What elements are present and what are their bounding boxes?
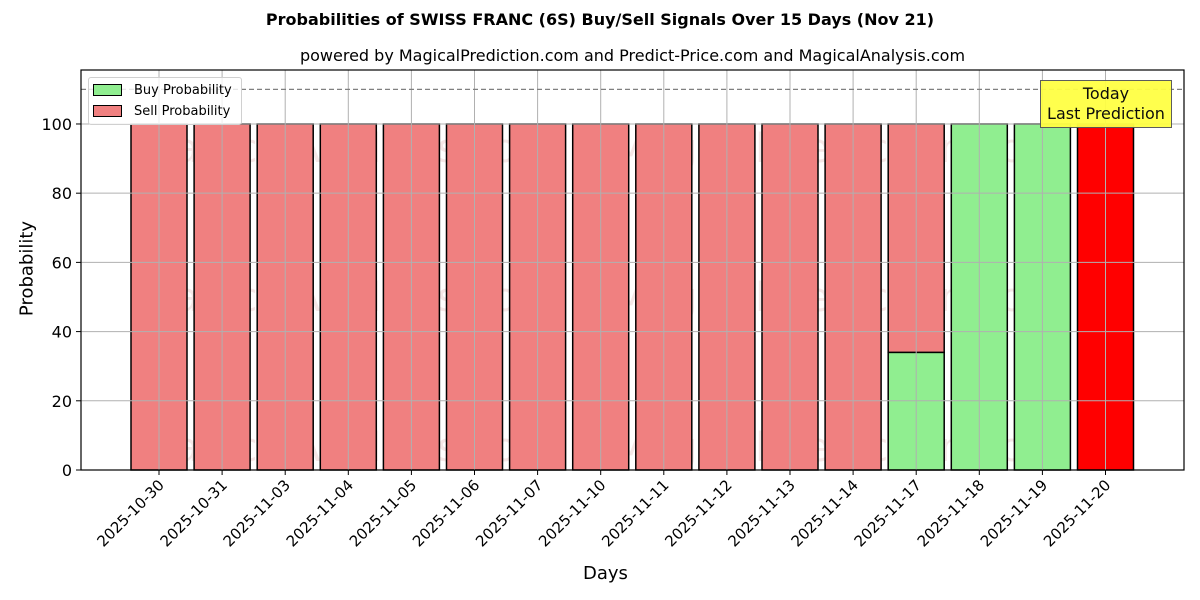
x-tick-label: 2025-11-20: [1040, 476, 1114, 550]
chart-subtitle: powered by MagicalPrediction.com and Pre…: [299, 46, 966, 65]
x-tick-label: 2025-11-07: [472, 476, 546, 550]
y-tick-label: 40: [52, 323, 72, 342]
legend-item-buy: Buy Probability: [93, 82, 232, 98]
buy-swatch-icon: [93, 84, 122, 96]
x-tick-label: 2025-11-11: [598, 476, 672, 550]
y-tick-label: 80: [52, 184, 72, 203]
legend-buy-label: Buy Probability: [134, 82, 232, 98]
y-tick-label: 60: [52, 253, 72, 272]
x-tick-label: 2025-11-13: [724, 476, 798, 550]
axes-frame: [80, 69, 1185, 471]
x-tick-label: 2025-11-03: [220, 476, 294, 550]
x-tick-label: 2025-11-14: [788, 476, 862, 550]
chart-title: Probabilities of SWISS FRANC (6S) Buy/Se…: [265, 10, 935, 29]
y-tick-label: 100: [41, 115, 72, 134]
sell-swatch-icon: [93, 105, 122, 117]
x-tick-label: 2025-11-06: [409, 476, 483, 550]
y-tick-label: 0: [62, 461, 72, 480]
x-tick-label: 2025-11-19: [977, 476, 1051, 550]
x-tick-label: 2025-10-30: [93, 476, 167, 550]
x-tick-label: 2025-11-18: [914, 476, 988, 550]
today-annotation: Today Last Prediction: [1040, 80, 1172, 128]
y-axis-label: Probability: [16, 220, 38, 317]
x-tick-label: 2025-11-12: [661, 476, 735, 550]
x-tick-label: 2025-11-05: [346, 476, 420, 550]
legend-sell-label: Sell Probability: [134, 103, 231, 119]
x-axis-label: Days: [583, 563, 628, 584]
today-label: Today: [1082, 84, 1130, 103]
y-tick-label: 20: [52, 392, 72, 411]
x-tick-label: 2025-11-10: [535, 476, 609, 550]
x-tick-label: 2025-10-31: [157, 476, 231, 550]
x-tick-label: 2025-11-17: [851, 476, 925, 550]
legend: Buy Probability Sell Probability: [88, 77, 242, 125]
x-tick-label: 2025-11-04: [283, 476, 357, 550]
legend-item-sell: Sell Probability: [93, 103, 230, 119]
last-prediction-label: Last Prediction: [1047, 104, 1165, 123]
